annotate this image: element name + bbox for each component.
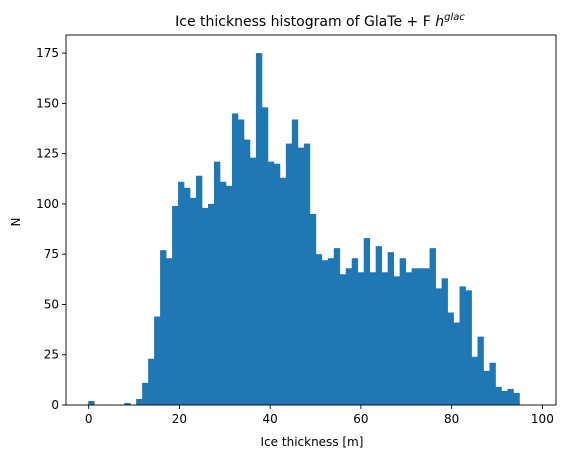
x-tick-label: 0 [85,412,93,426]
plot-frame [65,34,557,406]
histogram-bar [243,139,251,405]
histogram-bar [196,175,203,405]
histogram-bar [471,356,478,405]
histogram-bar [315,254,323,405]
histogram-bar [160,250,167,405]
histogram-bar [357,272,365,405]
histogram-bar [351,258,359,405]
histogram-bar [297,147,305,406]
histogram-bar [327,258,335,405]
histogram-bar [501,390,508,405]
histogram-bar [184,187,191,405]
histogram-bar [190,197,197,405]
histogram-bar [513,392,520,405]
histogram-bar [465,290,472,405]
histogram-bar [369,272,377,405]
histogram-bar [375,246,383,405]
histogram-bar [214,161,221,405]
histogram-bar [148,358,155,405]
histogram-bar [393,276,400,405]
histogram-bar [453,322,460,405]
histogram-bar [88,400,95,405]
histogram-bar [387,252,395,405]
histogram-bar [483,370,490,405]
histogram-bar [202,207,209,405]
histogram-bar [136,398,143,405]
histogram-bar [172,205,179,405]
chart-title: Ice thickness histogram of GlaTe + F hgl… [175,12,465,30]
histogram-bar [507,388,514,405]
histogram-bar [411,268,418,405]
histogram-bar [154,316,161,405]
histogram-bar [178,181,185,405]
x-tick-label: 100 [531,412,554,426]
y-tick-label: 0 [51,398,59,412]
histogram-bar [225,185,233,405]
y-tick-label: 50 [44,297,59,311]
histogram-bar [208,203,215,405]
histogram-bar [166,258,173,405]
histogram-bar [423,268,430,405]
histogram-bar [429,248,436,405]
x-axis-label: Ice thickness [m] [261,435,364,449]
axes: 0 20 40 60 80 100 0 25 50 75 100 125 150 175 [36,34,557,426]
histogram-bar [231,113,239,406]
chart-title-text: Ice thickness histogram of GlaTe + F [175,14,435,30]
histogram-bar [417,268,424,405]
histogram-bars [88,53,520,406]
histogram-bar [142,382,149,405]
histogram-bar [303,143,311,405]
histogram-bar [124,402,131,405]
chart-title-math: h [435,14,444,30]
histogram-bar [273,163,281,405]
histogram-bar [219,181,227,405]
histogram-bar [255,53,263,405]
histogram-bar [261,107,269,405]
x-tick-label: 40 [263,412,278,426]
histogram-bar [309,213,317,405]
histogram-bar [237,119,245,406]
y-tick-label: 100 [36,197,59,211]
histogram-bar [459,286,466,405]
histogram-bar [489,362,496,405]
y-axis-label: N [9,218,23,227]
histogram-bar [399,258,406,405]
y-tick-label: 75 [44,247,59,261]
histogram-bar [381,272,389,405]
histogram-bar [339,274,347,405]
histogram-bar [345,268,353,405]
histogram-bar [333,248,341,405]
y-tick-label: 25 [44,348,59,362]
histogram-bar [405,272,412,405]
histogram-bar [249,157,257,405]
histogram-bar [363,238,371,405]
histogram-bar [291,119,299,406]
histogram-bar [441,278,448,405]
histogram-bar [495,386,502,405]
histogram-bar [321,260,329,405]
histogram-bar [477,336,484,405]
chart-title-superscript: glac [444,12,465,23]
histogram-bar [435,288,442,405]
histogram-bar [447,312,454,405]
histogram-bar [279,177,287,405]
x-tick-label: 80 [444,412,459,426]
y-tick-label: 175 [36,46,59,60]
y-tick-label: 150 [36,96,59,110]
histogram-bar [267,161,275,405]
histogram-bar [285,143,293,405]
x-tick-label: 20 [172,412,187,426]
x-tick-label: 60 [353,412,368,426]
y-tick-label: 125 [36,147,59,161]
